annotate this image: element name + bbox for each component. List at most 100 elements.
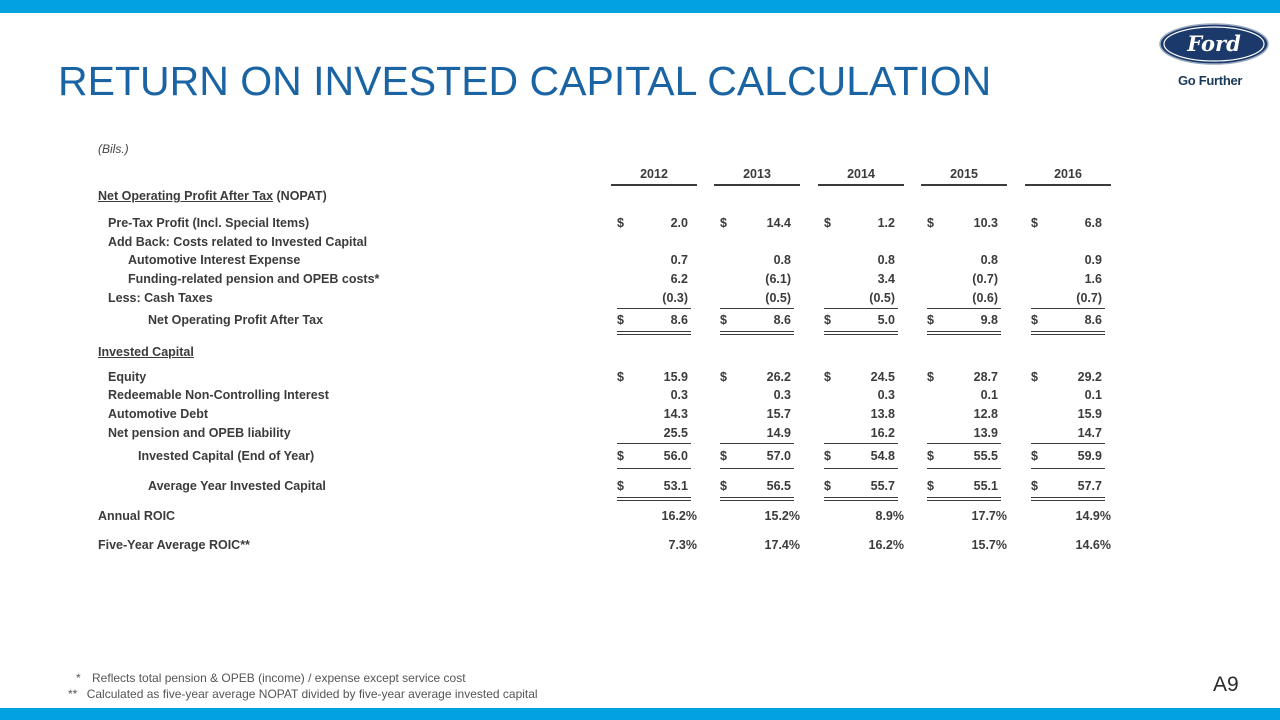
- currency-symbol: $: [1031, 216, 1038, 230]
- table-cell: 0.3: [773, 388, 791, 402]
- row-label: Automotive Debt: [108, 407, 208, 421]
- table-cell: 6.2: [670, 272, 688, 286]
- row-label: Invested Capital (End of Year): [138, 449, 315, 463]
- table-cell: 0.9: [1084, 253, 1102, 267]
- currency-symbol: $: [927, 216, 934, 230]
- currency-symbol: $: [824, 216, 831, 230]
- currency-symbol: $: [720, 449, 727, 463]
- total-double-rule: [927, 331, 1001, 332]
- footnote-1: * Reflects total pension & OPEB (income)…: [76, 671, 466, 685]
- total-double-rule: [720, 500, 794, 501]
- footnote-2: ** Calculated as five-year average NOPAT…: [68, 687, 538, 701]
- logo-text: Ford: [1186, 31, 1241, 56]
- table-cell: 8.6: [1084, 313, 1102, 327]
- currency-symbol: $: [720, 370, 727, 384]
- brand-tagline: Go Further: [1178, 73, 1243, 88]
- currency-symbol: $: [617, 479, 624, 493]
- total-double-rule: [1031, 497, 1105, 498]
- table-cell: 17.4%: [764, 538, 800, 552]
- table-cell: 15.7: [766, 407, 791, 421]
- units-label: (Bils.): [98, 142, 129, 156]
- currency-symbol: $: [720, 313, 727, 327]
- year-header: 2016: [1054, 167, 1082, 181]
- total-double-rule: [617, 500, 691, 501]
- year-header: 2014: [847, 167, 875, 181]
- total-double-rule: [824, 500, 898, 501]
- total-double-rule: [720, 334, 794, 335]
- table-cell: 2.0: [670, 216, 688, 230]
- row-label: Pre-Tax Profit (Incl. Special Items): [108, 216, 310, 230]
- table-cell: 57.0: [766, 449, 791, 463]
- table-cell: 14.7: [1077, 426, 1102, 440]
- page-number: A9: [1213, 673, 1239, 696]
- subtotal-rule: [720, 468, 794, 469]
- subtotal-rule: [927, 468, 1001, 469]
- header-rule: [714, 184, 800, 186]
- table-cell: 1.6: [1084, 272, 1102, 286]
- table-cell: 12.8: [973, 407, 998, 421]
- table-cell: 13.8: [870, 407, 895, 421]
- table-cell: 15.9: [663, 370, 688, 384]
- table-cell: 0.7: [670, 253, 688, 267]
- total-double-rule: [720, 331, 794, 332]
- row-label: Annual ROIC: [98, 509, 176, 523]
- total-double-rule: [720, 497, 794, 498]
- total-double-rule: [824, 331, 898, 332]
- row-label: Net pension and OPEB liability: [108, 426, 291, 440]
- currency-symbol: $: [927, 449, 934, 463]
- year-header: 2013: [743, 167, 771, 181]
- table-cell: (6.1): [765, 272, 791, 286]
- table-cell: 0.3: [877, 388, 895, 402]
- total-double-rule: [617, 331, 691, 332]
- row-label: Funding-related pension and OPEB costs*: [128, 272, 380, 286]
- table-cell: (0.3): [662, 291, 688, 305]
- year-header: 2012: [640, 167, 668, 181]
- row-label: Five-Year Average ROIC**: [98, 538, 250, 552]
- currency-symbol: $: [1031, 479, 1038, 493]
- subtotal-rule: [824, 443, 898, 444]
- row-label: Average Year Invested Capital: [148, 479, 326, 493]
- table-cell: 56.0: [663, 449, 688, 463]
- row-label: Automotive Interest Expense: [128, 253, 301, 267]
- table-cell: 0.3: [670, 388, 688, 402]
- table-cell: (0.7): [1076, 291, 1102, 305]
- section-header-text: Net Operating Profit After Tax: [98, 189, 274, 203]
- table-cell: 7.3%: [668, 538, 698, 552]
- row-label: Redeemable Non-Controlling Interest: [108, 388, 329, 402]
- total-double-rule: [1031, 500, 1105, 501]
- currency-symbol: $: [1031, 313, 1038, 327]
- table-cell: 55.1: [973, 479, 998, 493]
- table-cell: 59.9: [1077, 449, 1102, 463]
- top-accent-bar: [0, 0, 1280, 13]
- footnote-mark: **: [68, 687, 78, 701]
- total-double-rule: [617, 497, 691, 498]
- currency-symbol: $: [720, 479, 727, 493]
- table-cell: 14.9: [766, 426, 791, 440]
- table-cell: 8.6: [670, 313, 688, 327]
- table-cell: 5.0: [877, 313, 895, 327]
- total-double-rule: [617, 334, 691, 335]
- table-cell: (0.7): [972, 272, 998, 286]
- subtotal-rule: [1031, 308, 1105, 309]
- subtotal-rule: [824, 308, 898, 309]
- subtotal-rule: [824, 468, 898, 469]
- currency-symbol: $: [1031, 449, 1038, 463]
- table-cell: 17.7%: [971, 509, 1007, 523]
- footnote-mark: *: [76, 671, 81, 685]
- currency-symbol: $: [927, 479, 934, 493]
- currency-symbol: $: [1031, 370, 1038, 384]
- bottom-accent-bar: [0, 708, 1280, 720]
- subtotal-rule: [720, 443, 794, 444]
- table-cell: 3.4: [877, 272, 895, 286]
- table-cell: 0.8: [980, 253, 998, 267]
- header-rule: [921, 184, 1007, 186]
- row-label: Add Back: Costs related to Invested Capi…: [108, 235, 368, 249]
- table-cell: 0.8: [773, 253, 791, 267]
- table-cell: 0.1: [980, 388, 998, 402]
- section-header-invested-capital: Invested Capital: [98, 345, 194, 359]
- table-cell: 26.2: [766, 370, 791, 384]
- currency-symbol: $: [824, 313, 831, 327]
- currency-symbol: $: [720, 216, 727, 230]
- table-cell: 8.9%: [875, 509, 905, 523]
- subtotal-rule: [927, 308, 1001, 309]
